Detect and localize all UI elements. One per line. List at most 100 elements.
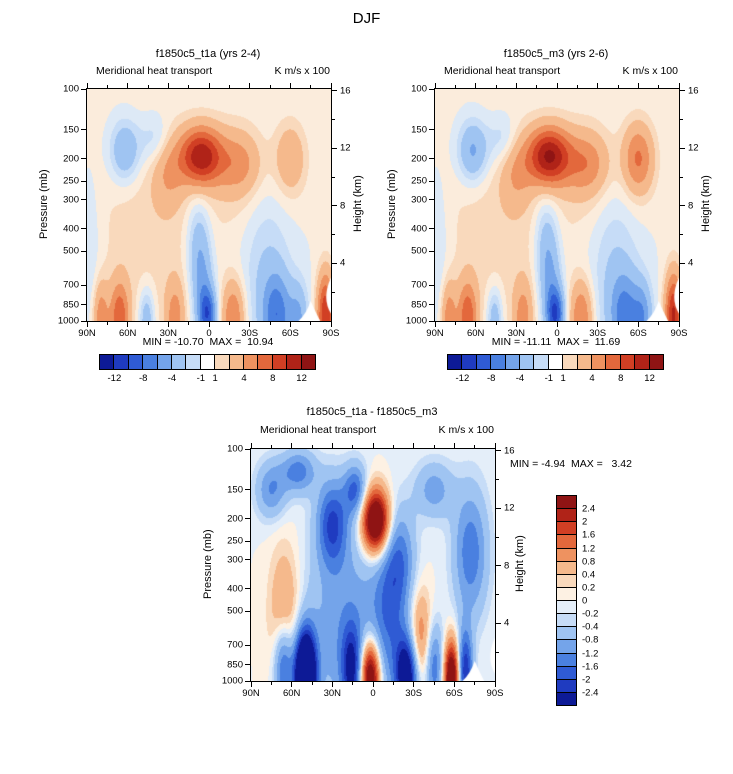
pressure-tick-label: 850 <box>227 659 243 671</box>
pressure-tick-label: 400 <box>63 223 79 235</box>
panel-units: K m/s x 100 <box>438 424 494 436</box>
pressure-tick-label: 100 <box>227 443 243 455</box>
lat-minor-tick <box>474 682 476 685</box>
pressure-tick-label: 100 <box>63 83 79 95</box>
lat-tick <box>434 322 436 327</box>
pressure-tick-label: 300 <box>63 194 79 206</box>
minmax-text: MIN = -11.11 MAX = 11.69 <box>491 336 621 348</box>
colorbar-box <box>171 354 187 370</box>
lat-minor-tick-top <box>269 85 271 88</box>
lat-tick <box>330 322 332 327</box>
colorbar-box <box>447 354 463 370</box>
lat-minor-tick <box>311 682 313 685</box>
pressure-axis-label: Pressure (mb) <box>38 169 50 239</box>
lat-tick <box>475 322 477 327</box>
colorbar-box <box>556 547 577 562</box>
lat-minor-tick-top <box>658 85 660 88</box>
contour-field-canvas <box>251 449 495 681</box>
lat-tick-top <box>208 83 210 88</box>
colorbar-label: 12 <box>644 373 655 384</box>
lat-minor-tick-top <box>495 85 497 88</box>
pressure-tick-label: 850 <box>63 299 79 311</box>
lat-tick-top <box>291 443 293 448</box>
pressure-tick <box>245 610 250 612</box>
pressure-tick <box>81 158 86 160</box>
lat-minor-tick-top <box>188 85 190 88</box>
pressure-tick <box>429 284 434 286</box>
lat-tick <box>372 682 374 687</box>
lat-tick-label: 0 <box>370 688 376 699</box>
lat-tick-top <box>434 83 436 88</box>
colorbar: 2.4 2 1.6 1.2 0.8 0.4 0.2 0 -0.2 -0.4 -0.8 -1.2 -1.6… <box>556 495 598 706</box>
colorbar-box <box>556 691 577 706</box>
lat-minor-tick <box>269 322 271 325</box>
pressure-tick-label: 250 <box>63 175 79 187</box>
colorbar-label: -1.2 <box>582 648 599 659</box>
pressure-tick <box>429 250 434 252</box>
pressure-tick-label: 150 <box>411 124 427 136</box>
colorbar-label: -12 <box>455 373 470 384</box>
colorbar-box <box>556 534 577 549</box>
colorbar-label: 8 <box>270 373 276 384</box>
height-tick-label: 12 <box>504 502 515 514</box>
main-title: DJF <box>352 10 381 27</box>
lat-tick-top <box>637 83 639 88</box>
height-tick-label: 12 <box>340 142 351 154</box>
pressure-tick <box>429 228 434 230</box>
pressure-tick-label: 250 <box>227 535 243 547</box>
colorbar-label: -4 <box>515 373 525 384</box>
colorbar-box <box>634 354 650 370</box>
colorbar-label: 2.4 <box>582 503 596 515</box>
lat-tick-label: 60S <box>629 328 647 339</box>
minmax-text: MIN = -10.70 MAX = 10.94 <box>142 336 274 348</box>
lat-tick-top <box>127 83 129 88</box>
colorbar-label: 12 <box>296 373 307 384</box>
pressure-tick-label: 700 <box>63 279 79 291</box>
height-tick-label: 4 <box>504 617 510 629</box>
lat-tick-top <box>372 443 374 448</box>
lat-minor-tick <box>106 322 108 325</box>
height-tick <box>332 90 337 92</box>
pressure-tick-label: 400 <box>411 223 427 235</box>
lat-tick-top <box>597 83 599 88</box>
lat-tick-top <box>475 83 477 88</box>
colorbar-box <box>556 586 577 601</box>
lat-tick-label: 30S <box>405 688 423 699</box>
panel-title: f1850c5_m3 (yrs 2-6) <box>503 48 609 60</box>
lat-tick <box>494 682 496 687</box>
pressure-tick-label: 500 <box>227 605 243 617</box>
pressure-axis-label: Pressure (mb) <box>386 169 398 239</box>
lat-minor-tick-top <box>433 445 435 448</box>
colorbar-box <box>556 600 577 615</box>
colorbar-label: 8 <box>618 373 624 384</box>
pressure-tick-label: 200 <box>227 513 243 525</box>
minmax-text: MIN = -4.94 MAX = 3.42 <box>510 458 632 470</box>
panel-subtitle: Meridional heat transport <box>260 424 377 436</box>
colorbar-box <box>243 354 259 370</box>
pressure-tick <box>81 129 86 131</box>
colorbar-box <box>113 354 129 370</box>
colorbar-label: 1.6 <box>582 529 596 541</box>
colorbar-box <box>591 354 607 370</box>
pressure-tick-label: 1000 <box>221 675 243 687</box>
lat-tick-label: 30N <box>507 328 526 339</box>
height-tick <box>680 205 685 207</box>
lat-minor-tick <box>536 322 538 325</box>
pressure-tick <box>245 489 250 491</box>
colorbar-label: 1 <box>560 373 566 384</box>
colorbar-box <box>504 354 521 370</box>
lat-tick <box>637 322 639 327</box>
lat-tick-top <box>249 83 251 88</box>
height-minor-tick <box>332 118 335 120</box>
lat-tick <box>250 682 252 687</box>
colorbar-box <box>556 639 577 654</box>
colorbar-box <box>619 354 636 370</box>
colorbar-label: 4 <box>589 373 595 384</box>
colorbar-box <box>271 354 288 370</box>
lat-minor-tick <box>617 322 619 325</box>
lat-tick-label: 90S <box>486 688 504 699</box>
height-axis-label: Height (km) <box>352 175 364 233</box>
lat-minor-tick <box>495 322 497 325</box>
lat-tick-label: 60S <box>281 328 299 339</box>
